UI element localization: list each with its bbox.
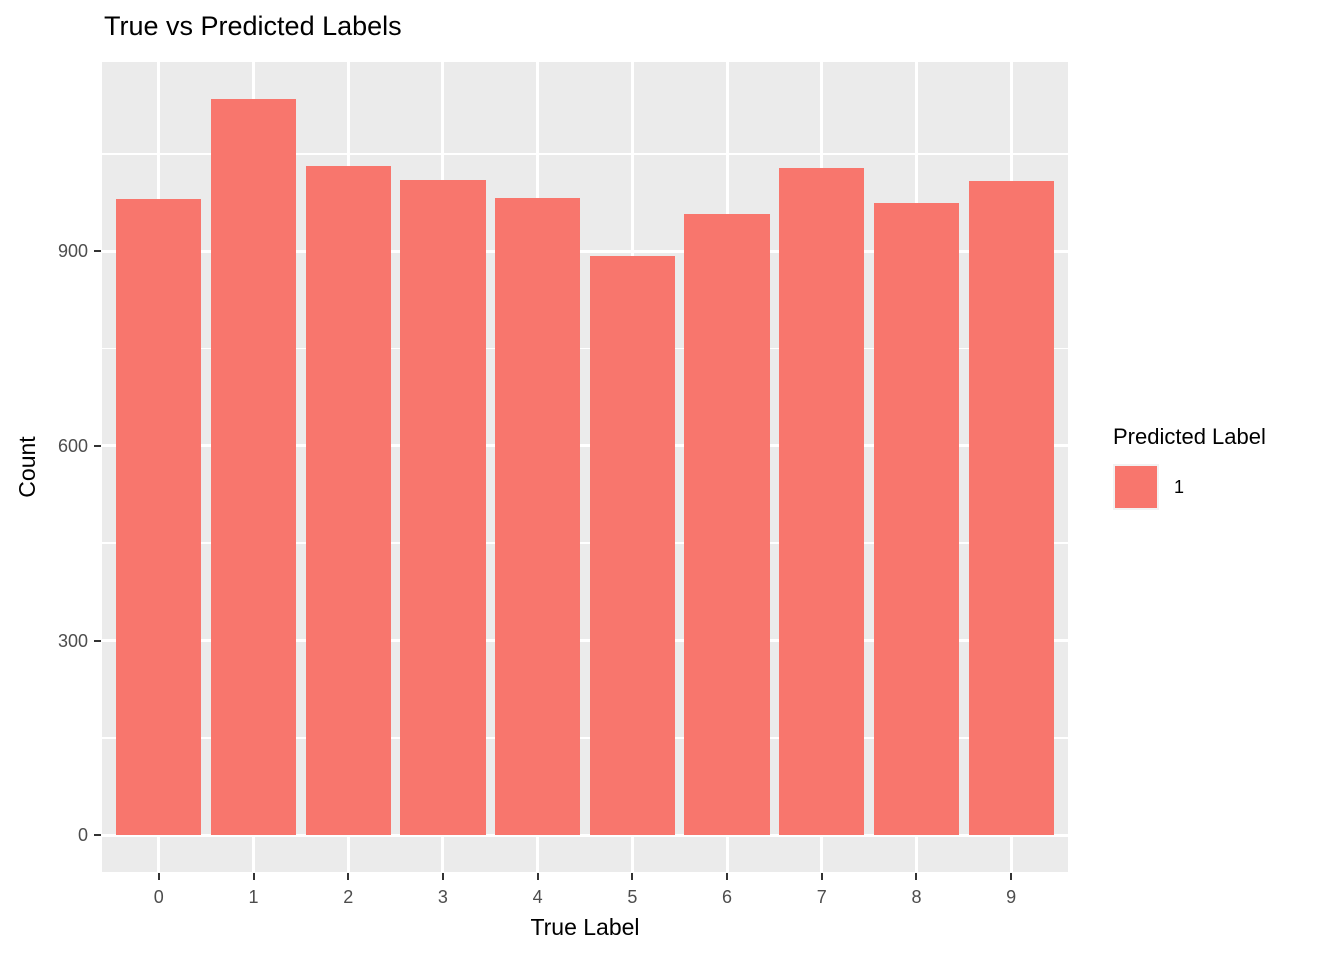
legend-entries: 1 xyxy=(1113,464,1266,510)
gridline-major-300 xyxy=(102,639,1068,643)
bar-2 xyxy=(305,165,391,836)
x-axis-title: True Label xyxy=(530,914,640,940)
gridline-minor-450 xyxy=(102,542,1068,544)
legend: Predicted Label 1 xyxy=(1113,424,1266,510)
chart-title: True vs Predicted Labels xyxy=(104,11,402,41)
bar-4 xyxy=(495,198,581,836)
x-tick-mark-2 xyxy=(347,873,350,880)
bar-1 xyxy=(210,98,297,836)
x-tick-mark-0 xyxy=(157,873,160,880)
x-tick-mark-8 xyxy=(915,873,918,880)
bar-7 xyxy=(779,168,865,836)
x-tick-mark-4 xyxy=(536,873,539,880)
x-tick-label-6: 6 xyxy=(722,887,733,907)
y-tick-label-300: 300 xyxy=(57,630,88,651)
y-tick-mark-300 xyxy=(94,639,101,642)
x-tick-label-2: 2 xyxy=(343,887,354,907)
y-tick-label-0: 0 xyxy=(77,825,88,846)
x-tick-mark-9 xyxy=(1010,873,1013,880)
plot-panel xyxy=(102,62,1068,872)
y-tick-mark-900 xyxy=(94,250,101,253)
bar-6 xyxy=(684,213,770,836)
y-tick-mark-600 xyxy=(94,444,101,447)
gridline-minor-150 xyxy=(102,737,1068,739)
x-tick-label-4: 4 xyxy=(532,887,543,907)
x-tick-mark-1 xyxy=(252,873,255,880)
x-tick-mark-6 xyxy=(726,873,729,880)
x-tick-label-9: 9 xyxy=(1006,887,1017,907)
legend-entry-0: 1 xyxy=(1113,464,1266,510)
y-tick-label-900: 900 xyxy=(57,241,88,262)
y-axis-title: Count xyxy=(14,436,40,498)
x-tick-mark-3 xyxy=(441,873,444,880)
bar-3 xyxy=(400,179,486,836)
x-tick-label-8: 8 xyxy=(911,887,922,907)
legend-title: Predicted Label xyxy=(1113,424,1266,449)
x-tick-label-1: 1 xyxy=(248,887,259,907)
x-tick-mark-7 xyxy=(820,873,823,880)
x-tick-label-3: 3 xyxy=(437,887,448,907)
bar-0 xyxy=(116,199,202,836)
legend-key-0 xyxy=(1113,464,1159,510)
gridline-major-600 xyxy=(102,444,1068,448)
x-tick-label-5: 5 xyxy=(627,887,638,907)
y-tick-mark-0 xyxy=(94,834,101,837)
legend-swatch-0 xyxy=(1115,466,1157,508)
gridline-major-900 xyxy=(102,249,1068,253)
y-tick-label-600: 600 xyxy=(57,435,88,456)
gridline-minor-1050 xyxy=(102,153,1068,155)
x-tick-label-7: 7 xyxy=(816,887,827,907)
bar-5 xyxy=(589,256,675,836)
x-tick-mark-5 xyxy=(631,873,634,880)
gridline-major-0 xyxy=(102,833,1068,837)
bar-9 xyxy=(968,180,1054,836)
legend-label-0: 1 xyxy=(1174,476,1185,497)
bar-8 xyxy=(873,203,960,836)
x-tick-label-0: 0 xyxy=(153,887,164,907)
gridline-minor-750 xyxy=(102,347,1068,350)
